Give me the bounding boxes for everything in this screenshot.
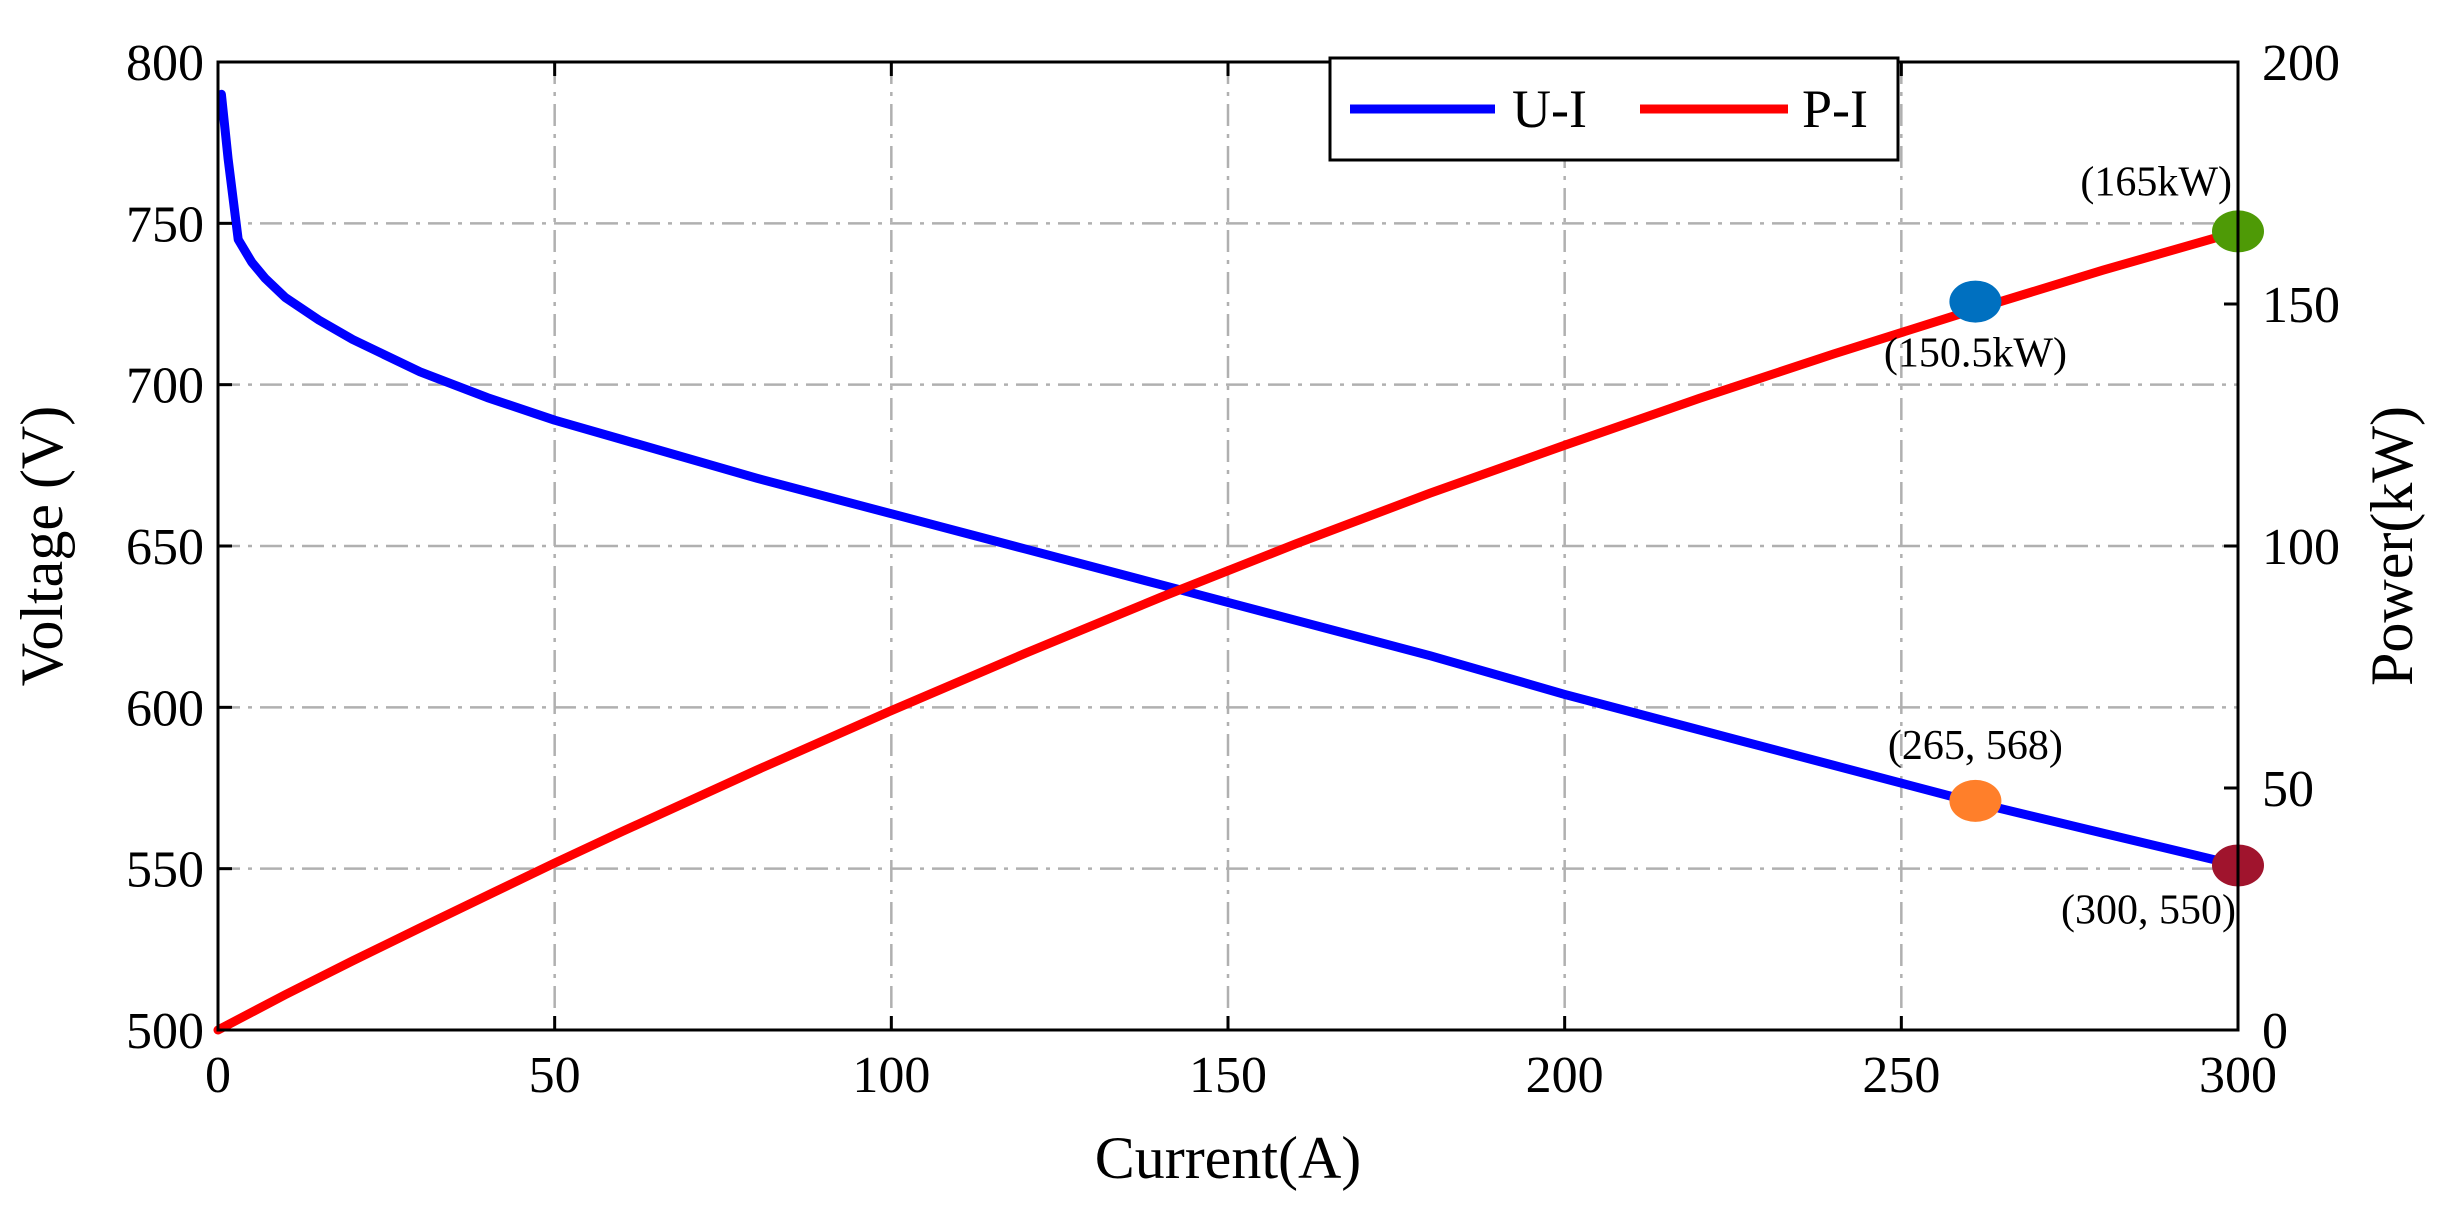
y-tick-label: 650 — [126, 519, 204, 576]
x-tick-label: 250 — [1862, 1047, 1940, 1104]
series-line-p-i — [213, 226, 2243, 1035]
x-tick-label: 150 — [1189, 1047, 1267, 1104]
x-tick-label: 50 — [529, 1047, 581, 1104]
legend-label-p-i: P-I — [1802, 79, 1868, 139]
plot-lines — [213, 89, 2243, 1035]
y2-tick-label: 150 — [2262, 277, 2340, 334]
x-tick-label: 200 — [1526, 1047, 1604, 1104]
markers: (150.5kW) (165kW) (265, 568) (300, 550) — [1884, 159, 2264, 933]
y-tick-label: 600 — [126, 680, 204, 737]
y2-tick-label: 200 — [2262, 35, 2340, 92]
data-point-marker — [1949, 779, 2002, 822]
data-point-label: (300, 550) — [2061, 887, 2236, 933]
data-point-label: (150.5kW) — [1884, 331, 2067, 377]
y2-tick-label: 50 — [2262, 761, 2314, 818]
y-tick-label: 500 — [126, 1003, 204, 1060]
series-line-u-i — [216, 89, 2243, 870]
y2-axis-title: Power(kW) — [2359, 406, 2425, 686]
y2-tick-label: 100 — [2262, 519, 2340, 576]
tick-labels: 0 50 100 150 200 250 300 500 550 600 650 700 750 800 0… — [126, 35, 2340, 1104]
ticks — [216, 60, 2240, 1032]
legend: U-I P-I — [1328, 56, 1900, 162]
y-tick-label: 700 — [126, 358, 204, 415]
y-tick-label: 550 — [126, 842, 204, 899]
data-point-label: (265, 568) — [1888, 723, 2063, 769]
y-tick-label: 750 — [126, 196, 204, 253]
x-tick-label: 0 — [205, 1047, 231, 1104]
y2-tick-label: 0 — [2262, 1003, 2288, 1060]
y-axis-title: Voltage (V) — [9, 406, 75, 687]
x-tick-label: 300 — [2199, 1047, 2277, 1104]
y-tick-label: 800 — [126, 35, 204, 92]
x-tick-label: 100 — [852, 1047, 930, 1104]
x-axis-title: Current(A) — [1095, 1125, 1362, 1191]
legend-label-u-i: U-I — [1512, 79, 1587, 139]
data-point-label: (165kW) — [2080, 159, 2232, 205]
data-point-marker — [1949, 280, 2002, 323]
grid — [218, 62, 2238, 1030]
